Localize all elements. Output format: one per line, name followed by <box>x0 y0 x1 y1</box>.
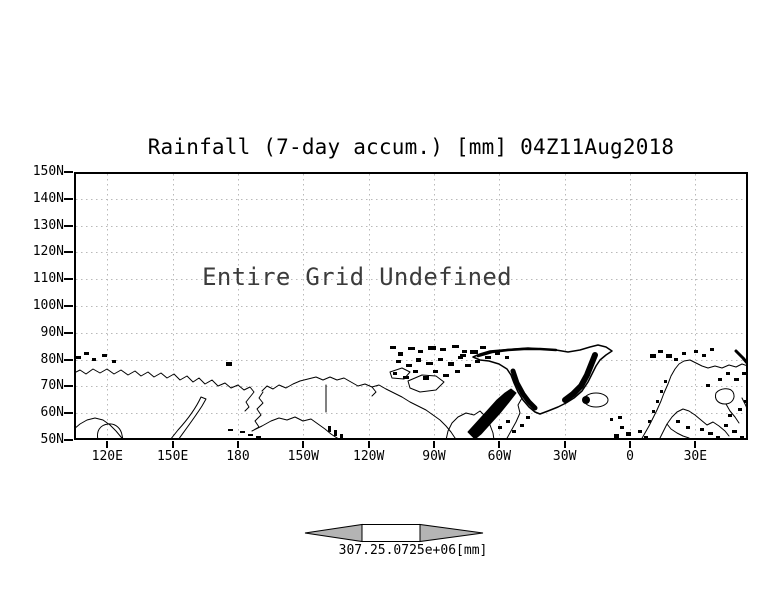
x-axis-tick <box>302 441 305 448</box>
y-axis-tick <box>64 278 73 281</box>
gridline-horizontal <box>76 332 746 334</box>
y-axis-label: 150N <box>32 164 64 179</box>
y-axis-tick <box>64 412 73 415</box>
alaska-north-coastline <box>261 376 387 392</box>
gridline-vertical <box>434 174 435 438</box>
x-axis-tick <box>694 441 697 448</box>
y-axis-tick <box>64 358 73 361</box>
okhotsk-coastline <box>74 417 125 440</box>
x-axis-tick <box>563 441 566 448</box>
greenland-north-coast <box>476 347 558 358</box>
x-axis-label: 150E <box>156 449 189 464</box>
colorbar-box <box>361 524 421 542</box>
gridline-vertical <box>630 174 632 438</box>
chart-title: Rainfall (7-day accum.) [mm] 04Z11Aug201… <box>147 135 675 159</box>
y-axis-label: 70N <box>40 378 64 394</box>
y-axis-label: 120N <box>32 244 64 260</box>
gridline-vertical <box>564 174 566 438</box>
gridline-horizontal <box>76 252 746 254</box>
y-axis-label: 60N <box>40 405 64 421</box>
y-axis-tick <box>64 251 73 254</box>
kamchatka-peninsula <box>169 396 207 440</box>
kola-coastline <box>741 397 748 413</box>
y-axis-tick <box>64 439 73 441</box>
gridline-vertical <box>368 174 370 438</box>
x-axis-label: 60W <box>487 449 512 464</box>
canada-mainland-coastline <box>371 386 458 440</box>
gridline-vertical <box>303 174 305 438</box>
greenland-west-fjords <box>510 368 538 411</box>
norway-barents-coastline <box>640 359 748 440</box>
gridline-horizontal <box>76 198 746 200</box>
x-axis-label: 90W <box>422 449 446 464</box>
y-axis-label: 80N <box>40 351 64 367</box>
y-axis-label: 140N <box>32 190 64 206</box>
y-axis-label: 50N <box>40 432 64 447</box>
x-axis-label: 120E <box>91 449 123 464</box>
gridline-vertical <box>172 174 174 438</box>
colorbar-left-arrow <box>304 523 363 543</box>
colorbar <box>304 523 484 543</box>
y-axis-tick <box>64 331 73 334</box>
y-axis-label: 110N <box>32 271 64 287</box>
y-axis-tick <box>64 197 73 200</box>
siberia-coastline <box>74 368 255 412</box>
x-axis-tick <box>629 441 632 448</box>
gridline-horizontal <box>76 306 746 307</box>
gridline-vertical <box>695 174 697 438</box>
white-sea <box>715 388 740 424</box>
colorbar-right-arrow <box>419 523 484 543</box>
gridline-horizontal <box>76 359 746 361</box>
x-axis-tick <box>171 441 174 448</box>
gridline-horizontal <box>76 279 746 281</box>
baltic-coastline <box>658 408 730 440</box>
gridline-vertical <box>499 174 501 438</box>
x-axis-tick <box>498 441 501 448</box>
alaska-west-south-coastline <box>251 391 342 440</box>
x-axis-label: 30W <box>552 449 577 464</box>
gridline-horizontal <box>76 413 746 415</box>
gridline-vertical <box>107 174 109 438</box>
victoria-island <box>407 374 445 393</box>
y-axis-tick <box>64 305 73 307</box>
y-axis-label: 100N <box>32 298 64 313</box>
grid-undefined-message: Entire Grid Undefined <box>202 263 512 291</box>
gridline-horizontal <box>76 225 746 227</box>
hudson-bay-coastline <box>445 410 495 440</box>
x-axis-tick <box>236 441 239 448</box>
colorbar-label: 307.25.0725e+06[mm] <box>338 543 488 558</box>
y-axis-tick <box>64 224 73 227</box>
baffin-island <box>467 388 517 440</box>
x-axis-tick <box>106 441 109 448</box>
greenland-east-fjords <box>562 352 598 403</box>
y-axis-label: 130N <box>32 217 64 233</box>
map-svg <box>74 344 748 440</box>
x-axis-label: 0 <box>626 449 634 464</box>
x-axis-label: 180 <box>226 449 250 464</box>
x-axis-label: 150W <box>287 449 319 464</box>
x-axis-tick <box>433 441 435 448</box>
novaya-zemlya <box>734 349 748 366</box>
x-axis-label: 120W <box>353 449 385 464</box>
gridline-vertical <box>237 174 239 438</box>
y-axis-tick <box>64 385 73 388</box>
iceland-west-blob <box>582 396 590 404</box>
y-axis-label: 90N <box>40 324 64 340</box>
y-axis-tick <box>64 171 73 173</box>
x-axis-tick <box>367 441 370 448</box>
x-axis-label: 30E <box>683 449 708 464</box>
island-speckles <box>76 345 747 440</box>
